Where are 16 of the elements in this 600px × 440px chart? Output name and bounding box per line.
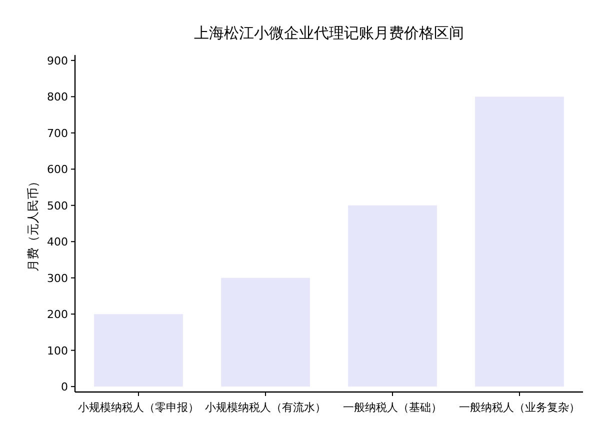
x-tick-label: 一般纳税人（业务复杂） bbox=[459, 401, 580, 414]
y-tick-label: 0 bbox=[61, 380, 68, 394]
y-tick-label: 600 bbox=[47, 163, 68, 176]
y-axis-title: 月费（元人民币） bbox=[26, 176, 40, 272]
y-tick-label: 700 bbox=[47, 126, 68, 140]
y-tick-label: 100 bbox=[47, 344, 68, 358]
x-tick-label: 小规模纳税人（有流水） bbox=[205, 401, 326, 414]
y-tick-label: 400 bbox=[47, 236, 68, 249]
x-tick-label: 小规模纳税人（零申报） bbox=[78, 401, 199, 414]
x-tick-label: 一般纳税人（基础） bbox=[343, 401, 442, 414]
y-tick-label: 900 bbox=[47, 54, 68, 68]
y-tick-label: 300 bbox=[47, 272, 68, 285]
y-tick-label: 800 bbox=[47, 90, 68, 104]
y-tick-label: 500 bbox=[47, 199, 68, 212]
y-tick-label: 200 bbox=[47, 308, 68, 322]
chart-title: 上海松江小微企业代理记账月费价格区间 bbox=[194, 24, 464, 42]
